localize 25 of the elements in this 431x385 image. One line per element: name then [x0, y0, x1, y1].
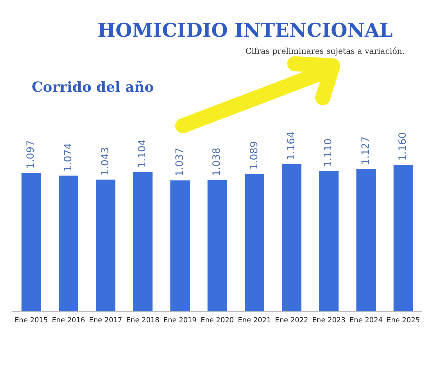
bar: [208, 180, 228, 312]
bar: [319, 171, 339, 312]
data-label: 1.097: [26, 140, 38, 170]
chart-subtitle: Corrido del año: [32, 80, 154, 96]
data-label: 1.074: [63, 143, 74, 172]
bar: [282, 164, 302, 312]
data-label: 1.110: [324, 138, 335, 168]
data-label: 1.160: [398, 132, 410, 162]
data-label: 1.164: [286, 132, 298, 161]
text: Cifras preliminares sujetas a variación.: [246, 47, 405, 56]
bar: [133, 172, 153, 312]
bar: [244, 174, 264, 312]
bar: [58, 176, 78, 312]
chart-title: HOMICIDIO INTENCIONAL: [98, 20, 393, 42]
data-label: 1.089: [249, 141, 260, 170]
bar: [96, 180, 116, 312]
data-label: 1.104: [138, 139, 149, 168]
bar: [356, 169, 376, 312]
data-label: 1.038: [212, 148, 224, 176]
bar: [394, 165, 414, 312]
data-label: 1.037: [174, 148, 186, 177]
bar: [22, 173, 42, 312]
data-label: 1.127: [360, 136, 372, 166]
bar: [170, 180, 190, 312]
data-label: 1.043: [100, 147, 112, 176]
